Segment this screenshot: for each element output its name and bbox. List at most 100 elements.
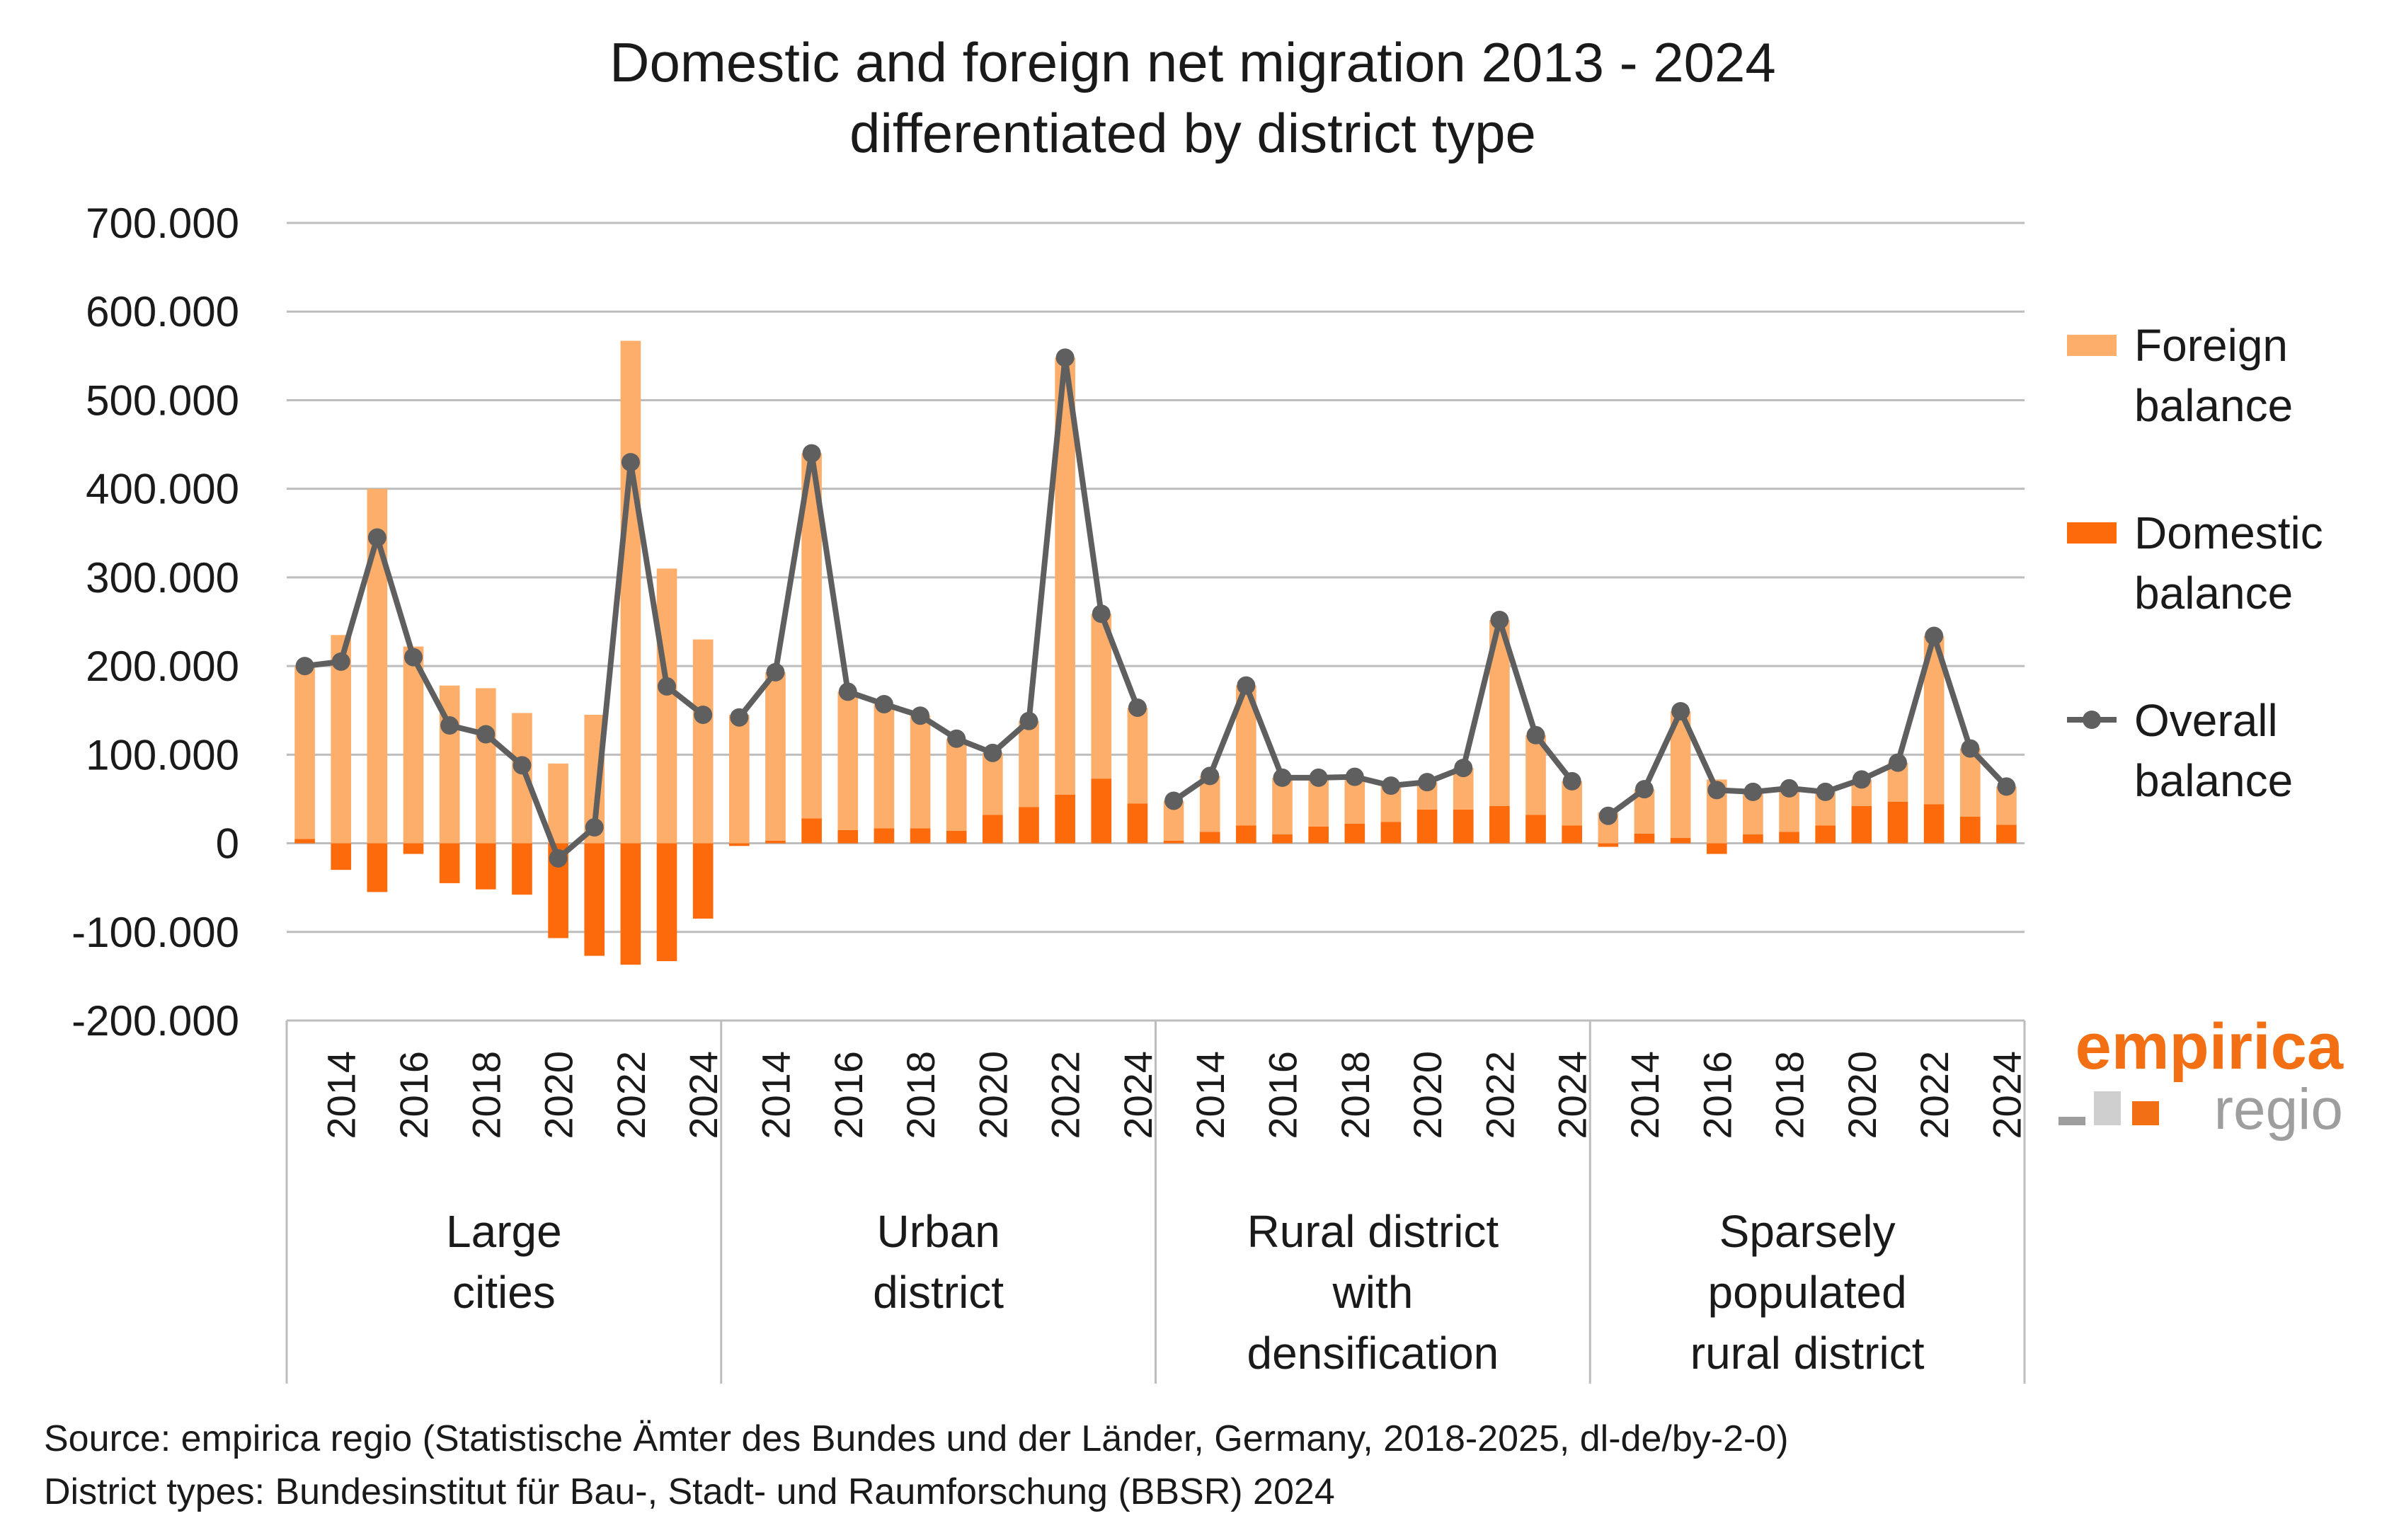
foreign-bar: [475, 688, 496, 844]
overall-point: [1092, 604, 1111, 624]
overall-point: [947, 729, 966, 748]
group-label: Urban: [876, 1206, 1000, 1257]
chart-title-line-2: differentiated by district type: [849, 102, 1536, 164]
domestic-bar: [983, 815, 1003, 844]
x-tick-label: 2014: [319, 1051, 364, 1139]
overall-point: [658, 677, 677, 696]
domestic-bar: [584, 843, 605, 956]
overall-point: [1526, 725, 1545, 745]
foreign-bar: [548, 763, 568, 844]
domestic-bar: [1308, 826, 1329, 844]
domestic-bar: [620, 843, 641, 965]
three-squares-icon: [2059, 1091, 2159, 1125]
foreign-bar: [403, 646, 424, 844]
overall-point: [694, 705, 713, 724]
overall-point: [476, 725, 496, 744]
foreign-bar: [729, 714, 750, 844]
gridlines: [287, 222, 2025, 1022]
domestic-bar: [1670, 838, 1691, 844]
overall-point: [1490, 610, 1509, 629]
x-tick-label: 2016: [391, 1051, 436, 1139]
legend-foreign-label-2: balance: [2134, 380, 2293, 431]
domestic-bar: [1380, 822, 1402, 844]
y-axis-ticks: 700.000 600.000 500.000 400.000 300.000 200.0…: [71, 200, 239, 1045]
legend-foreign-label-1: Foreign: [2134, 320, 2288, 371]
overall-point: [1128, 698, 1147, 717]
x-tick-label: 2020: [970, 1051, 1015, 1139]
overall-line: [1172, 616, 1574, 803]
overall-point: [1454, 759, 1473, 778]
logo-regio-text: regio: [2214, 1077, 2343, 1142]
overall-point: [1418, 773, 1437, 792]
domestic-bar: [1489, 805, 1510, 844]
legend-overall-label-2: balance: [2134, 755, 2293, 806]
domestic-bar: [1453, 809, 1474, 844]
domestic-bar: [1996, 824, 2017, 844]
overall-point: [1019, 711, 1038, 730]
overall-point: [585, 818, 604, 837]
domestic-bar: [1163, 840, 1184, 844]
x-tick-label: 2018: [464, 1051, 508, 1139]
overall-point: [1345, 767, 1364, 786]
domestic-bar: [367, 843, 388, 892]
y-tick-label: 100.000: [86, 731, 239, 778]
overall-point: [549, 849, 568, 868]
overall-point: [874, 694, 893, 713]
overall-point: [1201, 766, 1220, 786]
y-tick-label: -200.000: [71, 997, 239, 1045]
overall-point: [1562, 771, 1581, 791]
domestic-bar: [1127, 803, 1148, 844]
group-label: with: [1332, 1267, 1413, 1318]
group-label: populated: [1708, 1267, 1907, 1318]
x-tick-label: 2020: [1405, 1051, 1450, 1139]
domestic-bar: [403, 843, 424, 854]
x-tick-label: 2018: [898, 1051, 943, 1139]
overall-point: [331, 652, 350, 671]
domestic-bar: [765, 840, 786, 844]
x-tick-label: 2018: [1333, 1051, 1378, 1139]
foreign-bar: [946, 738, 967, 832]
legend: Foreign balance Domestic balance Overall…: [2067, 320, 2323, 806]
domestic-bar: [1887, 801, 1908, 844]
overall-point: [1997, 777, 2016, 796]
domestic-bar: [512, 843, 532, 895]
domestic-bar: [729, 843, 750, 846]
foreign-bar: [1272, 777, 1293, 835]
y-tick-label: 300.000: [86, 554, 239, 602]
domestic-bar: [294, 839, 315, 844]
domestic-bar: [1598, 843, 1619, 847]
overall-point: [621, 453, 640, 472]
x-tick-label: 2022: [609, 1051, 653, 1139]
domestic-bar: [1272, 834, 1293, 844]
overall-point: [1055, 348, 1075, 367]
group-label: district: [873, 1267, 1004, 1318]
y-tick-label: 0: [216, 820, 239, 868]
domestic-bar: [1416, 809, 1438, 844]
group-label: rural district: [1690, 1328, 1925, 1379]
domestic-bar: [801, 818, 822, 844]
x-tick-label: 2024: [681, 1051, 726, 1139]
group-label: Sparsely: [1719, 1206, 1896, 1257]
legend-foreign-swatch: [2067, 335, 2117, 356]
domestic-bar: [1815, 825, 1836, 844]
overall-point: [1309, 768, 1328, 787]
y-tick-label: 600.000: [86, 288, 239, 335]
overall-point: [1598, 806, 1617, 825]
foreign-bar: [1525, 735, 1546, 815]
foreign-bar: [294, 666, 315, 839]
domestic-bar: [331, 843, 352, 870]
logo-empirica-text: empirica: [2075, 1011, 2344, 1083]
overall-point: [1816, 782, 1835, 801]
overall-point: [983, 743, 1002, 762]
overall-point: [1164, 791, 1184, 810]
x-tick-label: 2014: [1622, 1051, 1667, 1139]
overall-point: [730, 708, 749, 727]
x-tick-label: 2020: [1840, 1051, 1884, 1139]
overall-point: [1925, 626, 1944, 645]
overall-point: [1381, 776, 1400, 795]
foreign-bar: [1959, 748, 1981, 817]
domestic-bar: [1959, 816, 1981, 844]
foreign-bar: [620, 340, 641, 844]
domestic-bar: [1634, 833, 1655, 844]
overall-point: [1852, 770, 1871, 789]
